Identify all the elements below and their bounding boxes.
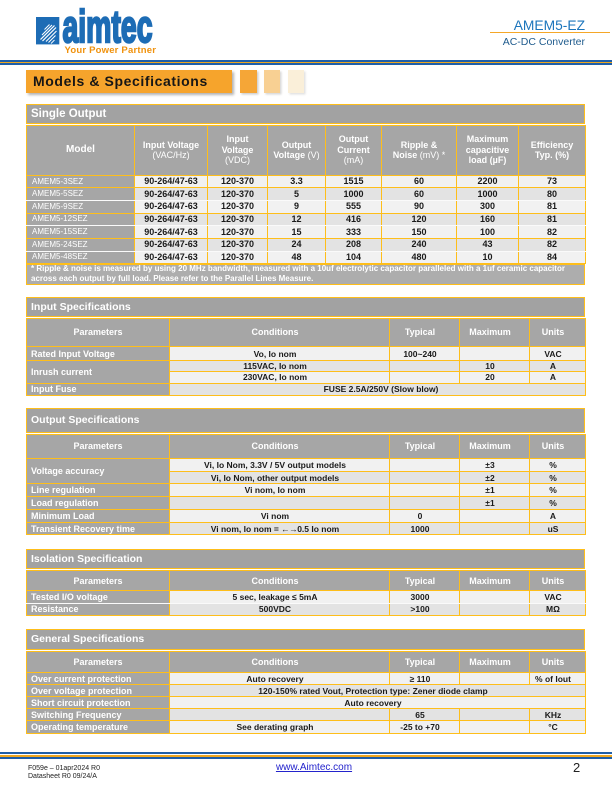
svg-text:Your Power Partner: Your Power Partner <box>65 45 157 56</box>
svg-text:aimtec: aimtec <box>63 1 153 52</box>
